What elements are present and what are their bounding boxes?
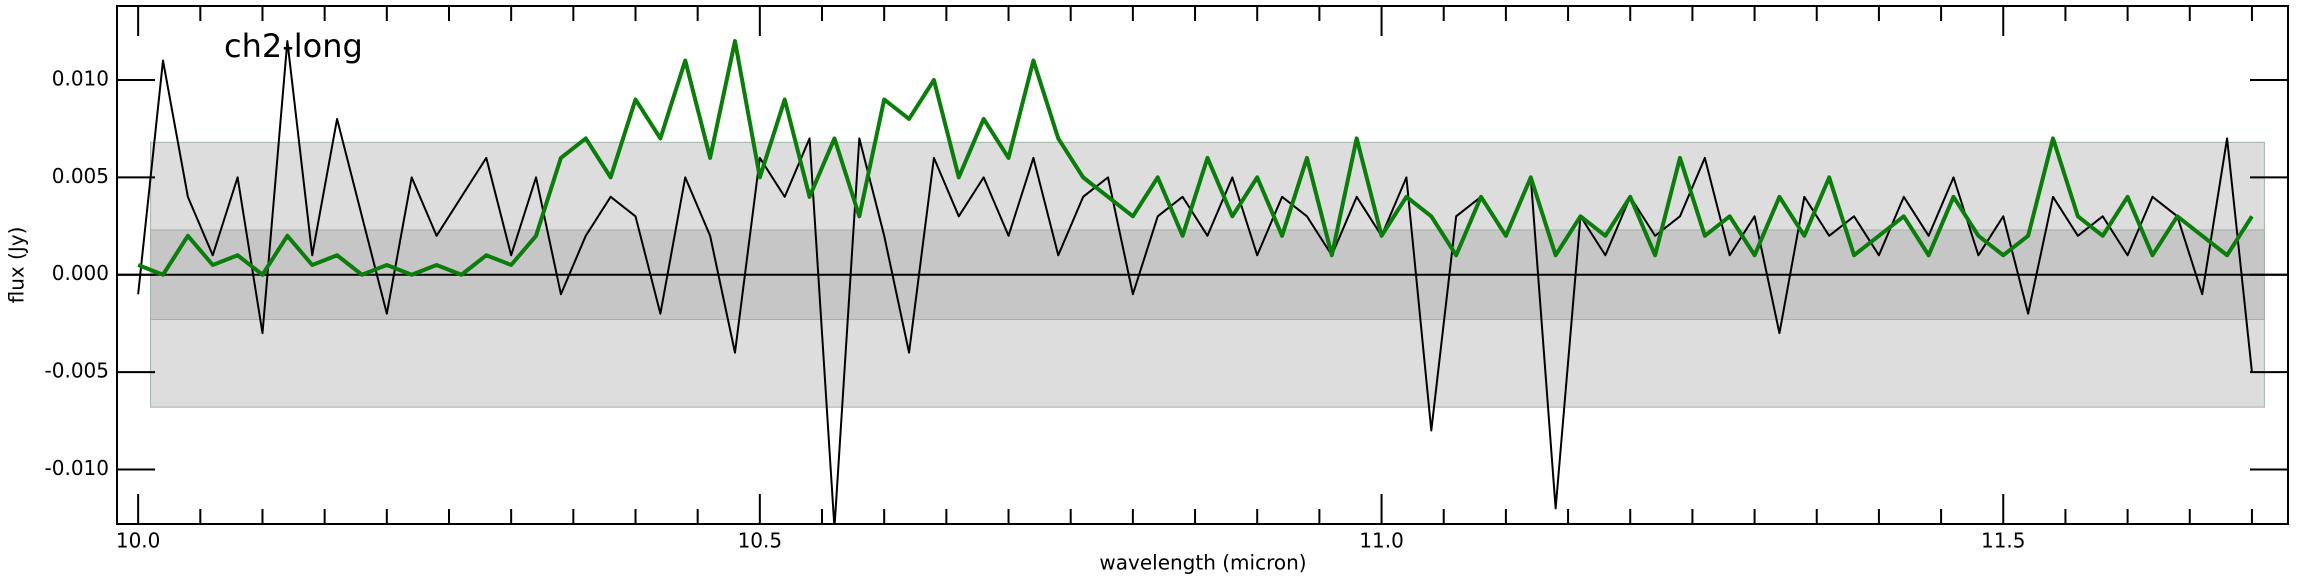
y-tick-label: 0.000 xyxy=(52,261,109,285)
y-tick-label: -0.005 xyxy=(45,359,109,383)
x-axis-label: wavelength (micron) xyxy=(1099,551,1306,575)
y-tick-label: 0.005 xyxy=(52,164,109,188)
annotation: ch2-long xyxy=(224,27,363,65)
x-tick-label: 11.0 xyxy=(1359,529,1404,553)
y-axis-label: flux (Jy) xyxy=(5,227,29,304)
spectrum-line xyxy=(137,40,2253,524)
plot-area xyxy=(117,39,2288,524)
plot-frame xyxy=(116,5,2289,525)
x-tick-label: 11.5 xyxy=(1981,529,2026,553)
x-tick-label: 10.0 xyxy=(116,529,161,553)
y-tick-label: 0.010 xyxy=(52,67,109,91)
x-tick-label: 10.5 xyxy=(738,529,783,553)
y-tick-label: -0.010 xyxy=(45,456,109,480)
spectrum-line xyxy=(137,39,2254,277)
